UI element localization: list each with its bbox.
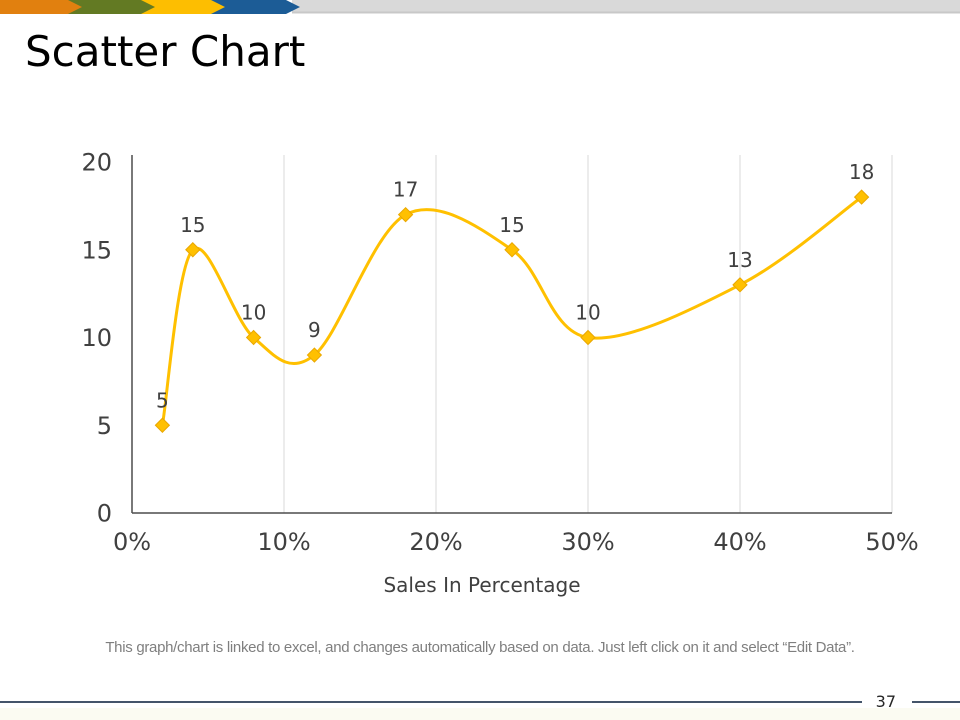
data-label: 10 [575,301,600,325]
data-point-marker [154,417,171,433]
x-tick-label: 40% [713,528,766,556]
banner-arrow-orange [0,0,82,14]
x-tick-label: 0% [113,528,151,556]
banner-arrow-green [60,0,155,14]
data-point-marker [185,242,201,258]
x-axis-title: Sales In Percentage [383,573,580,597]
banner [0,0,960,14]
data-label: 18 [849,160,874,184]
y-tick-label: 20 [81,149,112,177]
y-tick-label: 0 [97,500,112,528]
data-point-marker [580,329,596,346]
footer-rule: 37 [0,693,960,711]
y-tick-label: 15 [81,236,112,264]
data-point-marker [397,206,414,223]
banner-gray-bar [292,0,960,12]
footer-rule-right [912,701,960,703]
x-tick-label: 10% [257,528,310,556]
data-point-marker [853,189,870,205]
data-point-marker [245,329,262,346]
data-label: 9 [308,318,321,342]
data-label: 5 [156,388,169,412]
data-label: 15 [499,213,524,237]
x-tick-label: 30% [561,528,614,556]
data-point-marker [504,242,520,258]
y-tick-label: 10 [81,324,112,352]
page-title: Scatter Chart [25,27,306,76]
scatter-chart[interactable]: 5 15 10 9 17 15 10 13 18 0% 10% 20% 30% 40% 50% 0 5 10 15 2… [60,140,920,610]
bottom-band [0,708,960,720]
footer-rule-left [0,701,862,703]
banner-arrow-yellow [133,0,225,14]
data-point-marker [306,347,323,363]
data-point-marker [732,277,748,293]
data-label: 10 [241,301,266,325]
data-label: 17 [393,178,418,202]
banner-gray-bar-edge [292,11,960,14]
footer-note: This graph/chart is linked to excel, and… [105,639,855,656]
page-number: 37 [875,692,896,711]
y-tick-label: 5 [97,412,112,440]
data-label: 13 [727,248,752,272]
x-tick-label: 50% [865,528,918,556]
x-tick-label: 20% [409,528,462,556]
data-label: 15 [180,213,205,237]
banner-arrow-blue [203,0,300,14]
